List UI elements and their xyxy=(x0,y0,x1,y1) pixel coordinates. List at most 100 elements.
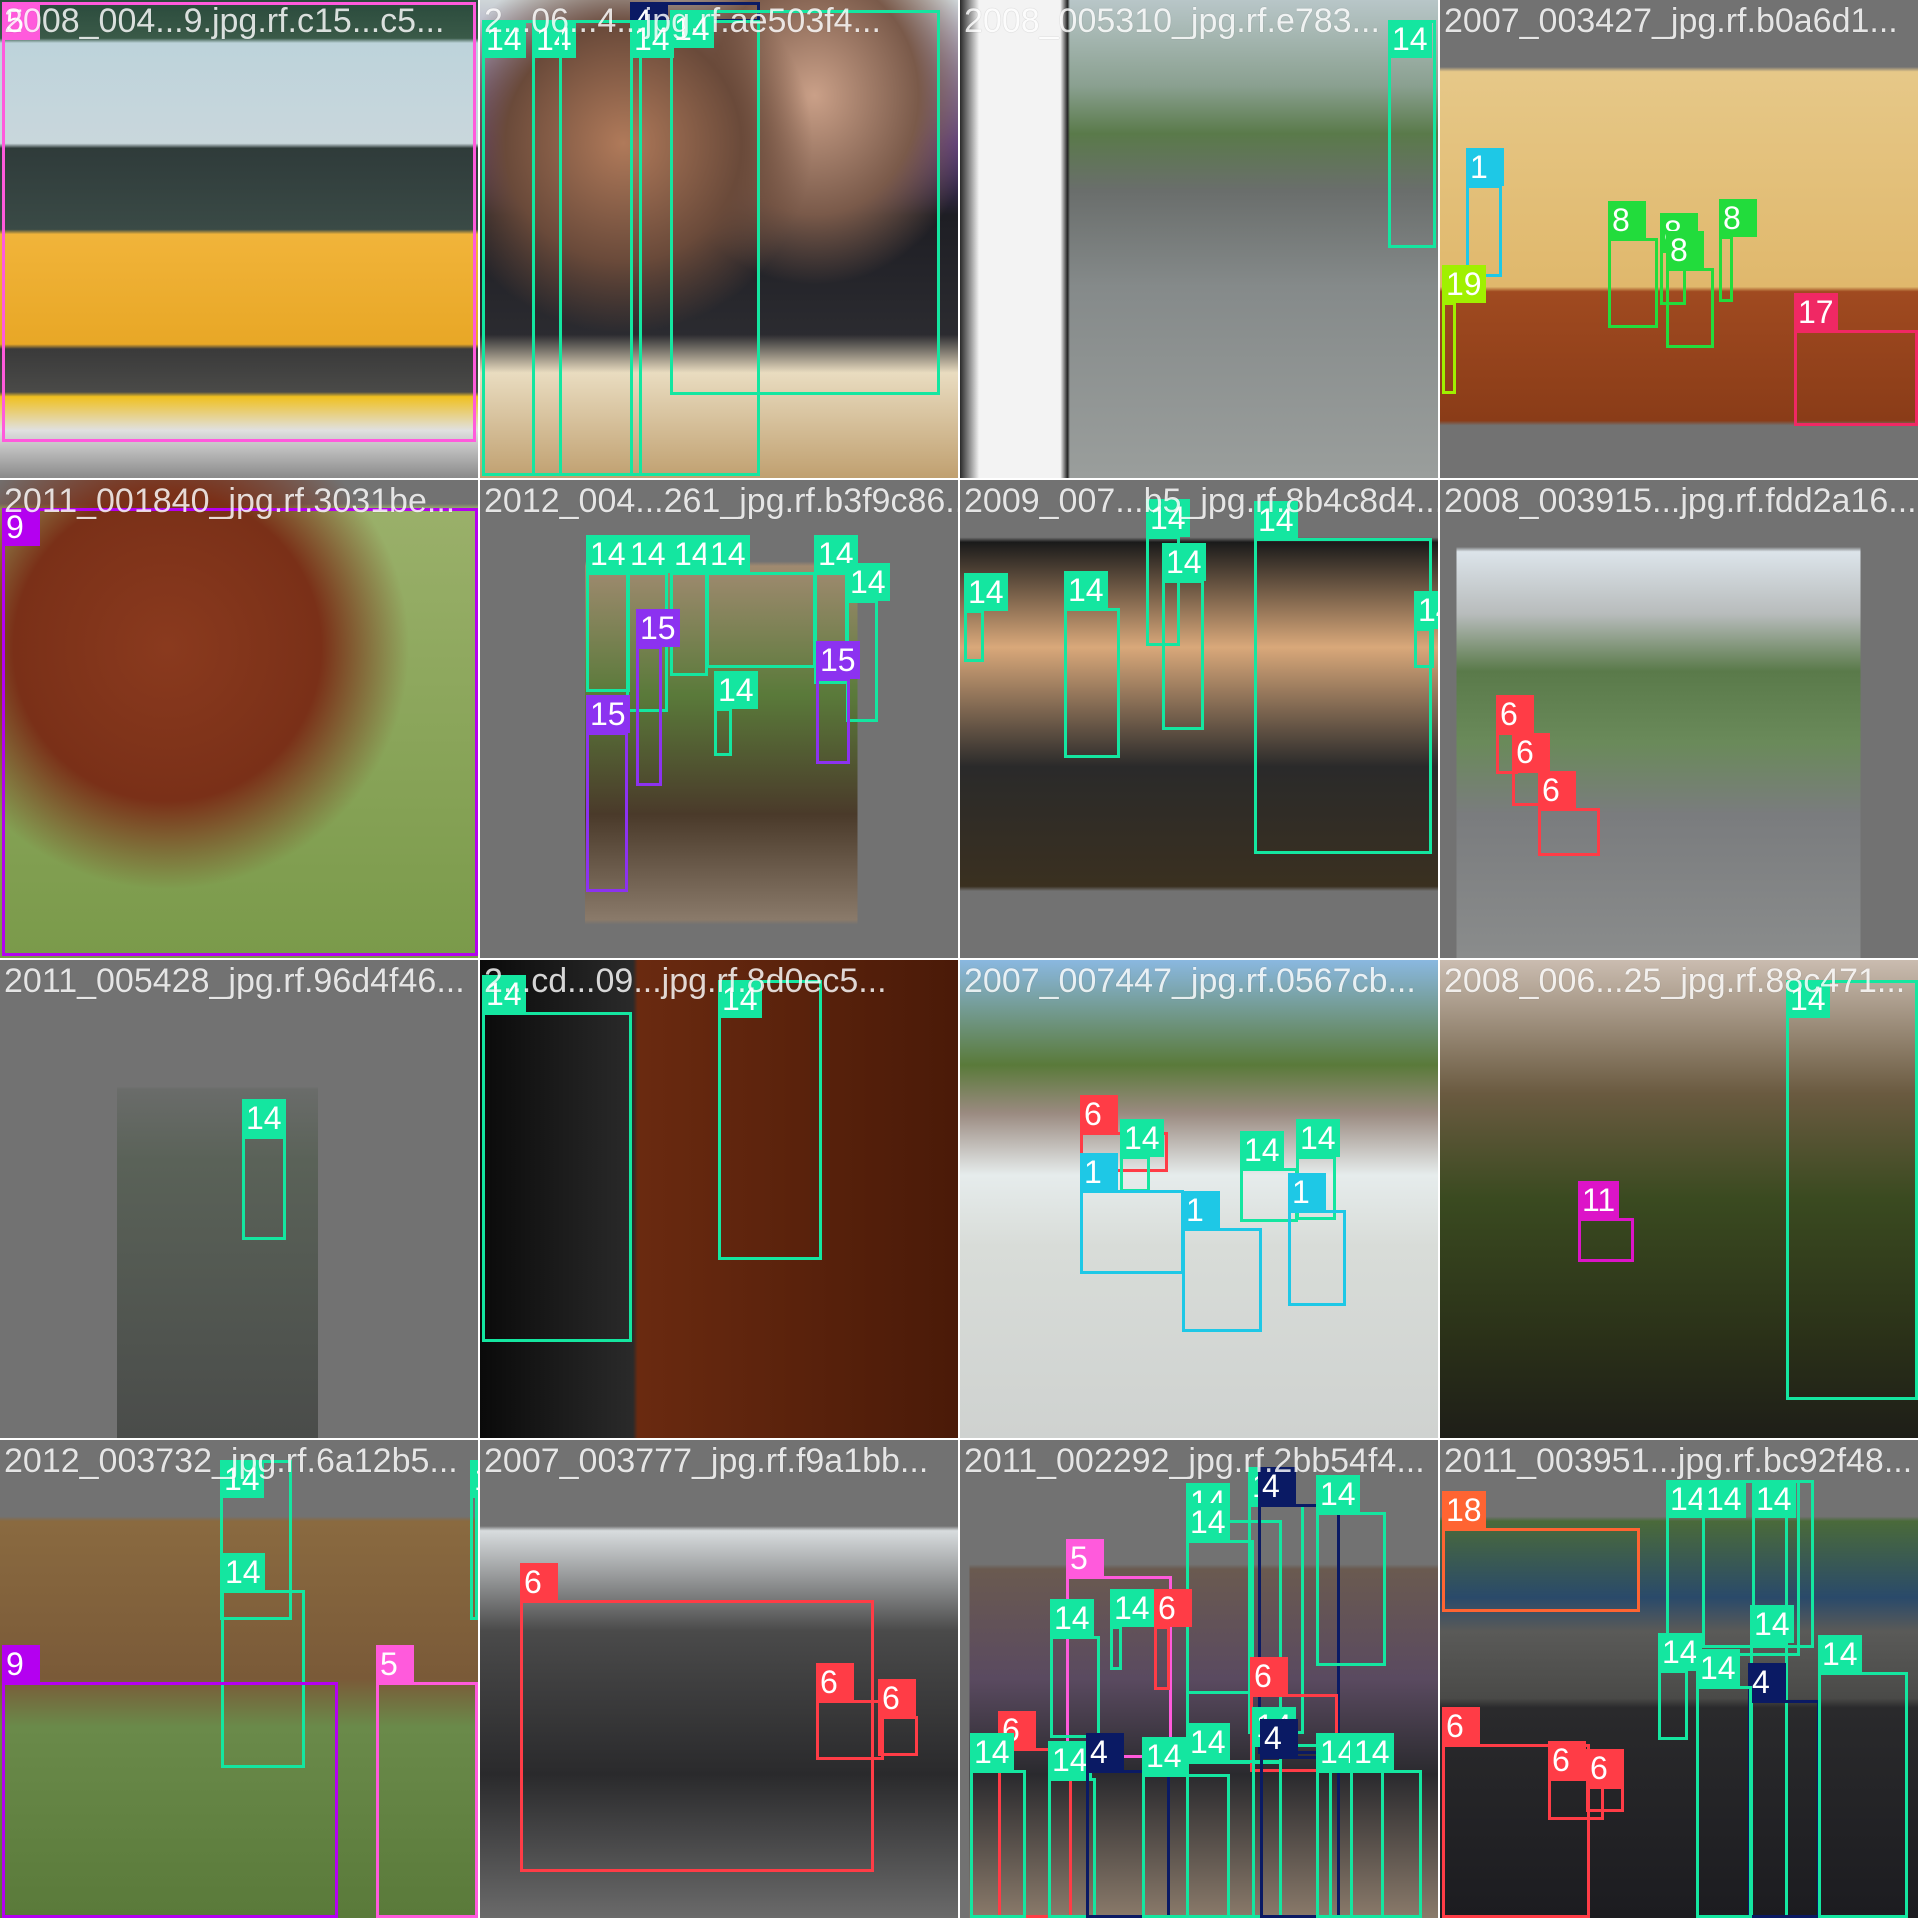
class-label: 6 xyxy=(1496,695,1534,733)
class-label: 14 xyxy=(1702,1480,1746,1518)
class-label: 14 xyxy=(1064,571,1108,609)
class-label: 14 xyxy=(1162,543,1206,581)
class-label: 14 xyxy=(220,1460,264,1498)
class-label: 14 xyxy=(964,573,1008,611)
bounding-box: 14 xyxy=(1120,1119,1164,1192)
class-label: 9 xyxy=(2,1645,40,1683)
tile-filename: 2008_005310_jpg.rf.e783... xyxy=(964,2,1380,40)
class-label: 6 xyxy=(878,1679,916,1717)
class-label: 4 xyxy=(1086,1733,1124,1771)
class-label: 14 xyxy=(1350,1733,1394,1771)
bounding-box: 14 xyxy=(1414,591,1438,668)
tile-image xyxy=(0,0,478,478)
bounding-box: 6 xyxy=(1548,1741,1604,1820)
class-label: 6 xyxy=(1538,771,1576,809)
tile-filename: 2007_007447_jpg.rf.0567cb... xyxy=(964,962,1416,1000)
class-label: 1 xyxy=(1182,1191,1220,1229)
class-label: 14 xyxy=(1388,20,1432,58)
class-label: 14 xyxy=(706,535,750,573)
bounding-box: 8 xyxy=(1666,231,1714,348)
mosaic-tile: 2011_002292_jpg.rf.2bb54f4...51414414141… xyxy=(960,1440,1438,1918)
class-label: 14 xyxy=(221,1553,265,1591)
mosaic-tile: 2008_003915...jpg.rf.fdd2a16... 6 6 6 xyxy=(1440,480,1918,958)
bounding-box: 14 xyxy=(1702,1480,1814,1648)
bounding-box: 9 xyxy=(2,1645,338,1918)
class-label: 14 xyxy=(1142,1737,1186,1775)
bounding-box: 14 xyxy=(482,20,562,476)
bounding-box: 14 xyxy=(1254,501,1432,854)
bounding-box: 5 xyxy=(376,1645,478,1918)
class-label: 5 xyxy=(2,2,40,40)
class-label: 14 xyxy=(1120,1119,1164,1157)
class-label: 15 xyxy=(816,641,860,679)
class-label: 6 xyxy=(1586,1749,1624,1787)
bounding-box: 14 xyxy=(1064,571,1120,758)
class-label: 15 xyxy=(636,609,680,647)
class-label: 14 xyxy=(482,975,526,1013)
class-label: 14 xyxy=(1254,501,1298,539)
bounding-box: 14 xyxy=(1050,1599,1100,1738)
class-label: 14 xyxy=(1296,1119,1340,1157)
class-label: 8 xyxy=(1719,199,1757,237)
bounding-box: 4 xyxy=(1260,1719,1340,1918)
bounding-box: 6 xyxy=(1586,1749,1624,1812)
bounding-box: 14 xyxy=(670,10,940,395)
bounding-box: 1 xyxy=(1080,1153,1184,1274)
bounding-box: 15 xyxy=(816,641,860,764)
bounding-box: 1 xyxy=(1182,1191,1262,1332)
bounding-box: 5 xyxy=(2,2,476,442)
bounding-box: 14 xyxy=(532,20,642,476)
bounding-box: 14 xyxy=(1048,1741,1096,1918)
class-label: 6 xyxy=(816,1663,854,1701)
class-label: 6 xyxy=(1250,1657,1288,1695)
class-label: 8 xyxy=(1666,231,1704,269)
class-label: 14 xyxy=(714,671,758,709)
class-label: 14 xyxy=(846,563,890,601)
bounding-box: 18 xyxy=(1442,1491,1640,1612)
class-label: 4 xyxy=(1258,1467,1296,1505)
class-label: 8 xyxy=(1608,201,1646,239)
class-label: 17 xyxy=(1794,293,1838,331)
class-label: 14 xyxy=(242,1099,286,1137)
class-label: 1 xyxy=(1288,1173,1326,1211)
class-label: 11 xyxy=(1578,1181,1620,1219)
class-label: 6 xyxy=(520,1563,558,1601)
class-label: 14 xyxy=(1752,1480,1796,1518)
bounding-box: 14 xyxy=(714,671,758,756)
mosaic-tile: 2008_004...9.jpg.rf.c15...c5... 5 xyxy=(0,0,478,478)
mosaic-tile: 2008_005310_jpg.rf.e783... 14 xyxy=(960,0,1438,478)
bounding-box: 14 xyxy=(1388,20,1436,248)
mosaic-tile: 2012_003732_jpg.rf.6a12b5...14141495 xyxy=(0,1440,478,1918)
class-label: 14 xyxy=(1186,1723,1230,1761)
class-label: 14 xyxy=(532,20,576,58)
bounding-box: 14 xyxy=(1240,1131,1298,1222)
bounding-box: 14 xyxy=(586,535,630,692)
class-label: 4 xyxy=(1748,1663,1786,1701)
tile-image xyxy=(960,0,1438,478)
bounding-box: 1 xyxy=(1466,148,1504,277)
mosaic-tile: 2012_004...261_jpg.rf.b3f9c86... 14 14 14 14… xyxy=(480,480,958,958)
bounding-box: 17 xyxy=(1794,293,1918,426)
class-label: 14 xyxy=(1316,1475,1360,1513)
class-label: 1 xyxy=(1080,1153,1118,1191)
tile-filename: 2012_003732_jpg.rf.6a12b5... xyxy=(4,1442,458,1480)
bounding-box: 4 xyxy=(1086,1733,1170,1918)
class-label: 14 xyxy=(630,20,674,58)
mosaic-tile: 2011_003951...jpg.rf.bc92f48... 18 14 14 14 6… xyxy=(1440,1440,1918,1918)
mosaic-tile: 2007_007447_jpg.rf.0567cb... 6 14 14 14 1 1 1 xyxy=(960,960,1438,1438)
bounding-box: 14 xyxy=(482,975,632,1342)
bounding-box: 14 xyxy=(1110,1589,1154,1670)
bounding-box: 14 xyxy=(1818,1635,1908,1918)
bounding-box: 14 xyxy=(718,980,822,1260)
class-label: 14 xyxy=(586,535,630,573)
bounding-box: 6 xyxy=(1538,771,1600,856)
tile-image xyxy=(0,960,478,1438)
class-label: 6 xyxy=(1442,1707,1480,1745)
tile-filename: 2...06...4...jpg.rf.ae503f4... xyxy=(484,2,881,40)
class-label: 14 xyxy=(718,980,762,1018)
mosaic-tile: 2008_006...25_jpg.rf.88c471... 11 14 xyxy=(1440,960,1918,1438)
bounding-box: 14 xyxy=(1316,1475,1386,1666)
mosaic-tile: 2007_003427_jpg.rf.b0a6d1...188881917 xyxy=(1440,0,1918,478)
bounding-box: 14 xyxy=(1658,1633,1702,1740)
